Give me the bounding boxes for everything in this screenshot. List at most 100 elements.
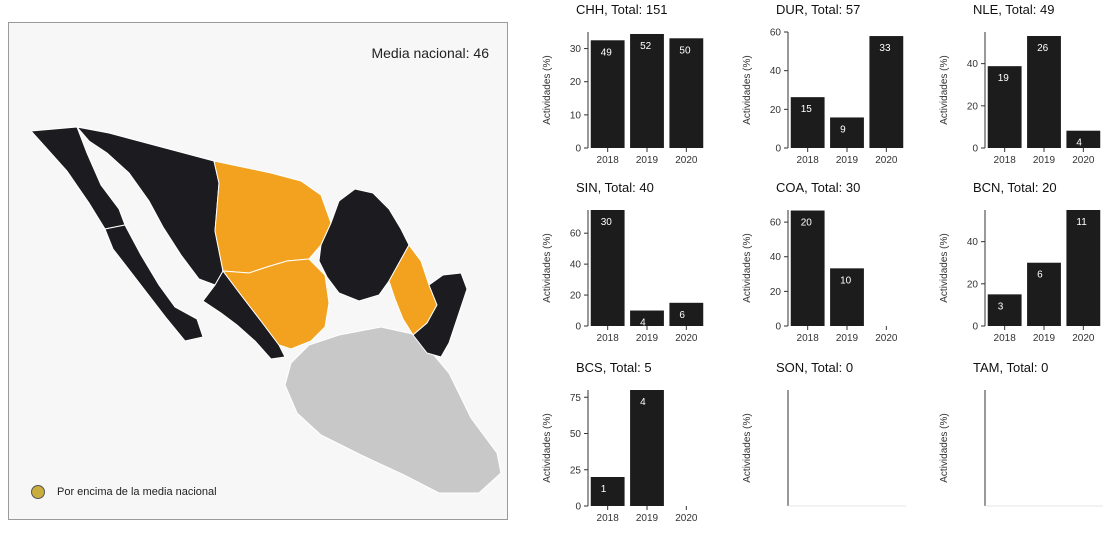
x-tick-label: 2019 [636, 513, 659, 524]
bar-label: 20 [801, 218, 813, 229]
bar [630, 390, 664, 506]
chart-svg: Actividades (%) 0 20 40 60 20 2018 10 2019 2020 [742, 210, 898, 344]
bar [1066, 130, 1101, 148]
bar [790, 97, 825, 148]
x-tick-label: 2019 [636, 155, 659, 166]
chart-title: DUR, Total: 57 [776, 2, 861, 17]
chart-tam: TAM, Total: 0 Actividades (%) [933, 360, 1113, 530]
chart-svg: Actividades (%) 0 20 40 3 2018 6 2019 11 2020 [939, 210, 1101, 344]
bar-label: 1 [601, 484, 607, 495]
y-axis-label: Actividades (%) [742, 413, 753, 482]
bar [987, 294, 1022, 326]
x-tick-label: 2020 [875, 155, 898, 166]
chart-svg: Actividades (%) 0 25 50 75 1 2018 4 2019 2020 [542, 390, 698, 524]
bar [830, 117, 864, 148]
bar-label: 11 [1076, 217, 1087, 228]
chart-sin: SIN, Total: 40 Actividades (%) 0 20 40 60 30 2… [536, 180, 716, 350]
bar [669, 302, 704, 326]
y-axis-label: Actividades (%) [939, 55, 950, 124]
bar-label: 49 [601, 47, 613, 58]
chart-title: SON, Total: 0 [776, 360, 854, 375]
x-tick-label: 2018 [597, 333, 620, 344]
x-tick-label: 2018 [597, 513, 620, 524]
y-tick-label: 20 [967, 101, 979, 112]
x-tick-label: 2019 [636, 333, 659, 344]
y-tick-label: 50 [570, 429, 582, 440]
y-tick-label: 10 [570, 110, 582, 121]
y-tick-label: 0 [775, 322, 781, 333]
bar-label: 9 [840, 124, 846, 135]
y-tick-label: 20 [967, 279, 979, 290]
x-tick-label: 2020 [1072, 155, 1095, 166]
y-tick-label: 60 [770, 28, 782, 39]
chart-title: SIN, Total: 40 [576, 180, 654, 195]
national-mean-label: Media nacional: 46 [371, 45, 489, 61]
bar [590, 477, 625, 506]
bar-label: 6 [679, 310, 685, 321]
chart-bcs: BCS, Total: 5 Actividades (%) 0 25 50 75 1 201… [536, 360, 716, 530]
mexico-map [29, 126, 502, 494]
x-tick-label: 2020 [675, 155, 698, 166]
chart-title: CHH, Total: 151 [576, 2, 668, 17]
x-tick-label: 2019 [836, 333, 859, 344]
y-tick-label: 20 [770, 105, 782, 116]
map-state-chh [213, 160, 332, 274]
y-tick-label: 0 [575, 502, 581, 513]
legend-label: Por encima de la media nacional [57, 486, 217, 498]
map-state-bcs [104, 224, 204, 342]
bar-label: 3 [998, 301, 1004, 312]
y-tick-label: 0 [972, 322, 978, 333]
chart-svg: Actividades (%) [939, 390, 1103, 507]
x-tick-label: 2018 [797, 155, 820, 166]
bar [790, 210, 825, 326]
y-tick-label: 60 [770, 218, 782, 229]
bar-label: 4 [640, 318, 646, 329]
bar [987, 66, 1022, 148]
y-tick-label: 0 [972, 144, 978, 155]
bar [1066, 210, 1101, 326]
x-tick-label: 2020 [1072, 333, 1095, 344]
chart-svg: Actividades (%) 0 20 40 60 30 2018 4 2019 6 2020 [542, 210, 704, 344]
y-axis-label: Actividades (%) [542, 233, 553, 302]
bar-label: 33 [879, 43, 891, 54]
y-tick-label: 0 [575, 322, 581, 333]
bar [830, 268, 864, 326]
bar [669, 38, 704, 148]
y-axis-label: Actividades (%) [542, 55, 553, 124]
x-tick-label: 2019 [1033, 155, 1056, 166]
chart-coa: COA, Total: 30 Actividades (%) 0 20 40 60 20 2… [736, 180, 916, 350]
y-axis-label: Actividades (%) [542, 413, 553, 482]
map-panel: Media nacional: 46 Por encima de la medi… [8, 22, 508, 520]
chart-son: SON, Total: 0 Actividades (%) [736, 360, 916, 530]
bar-label: 26 [1037, 43, 1049, 54]
legend-swatch [31, 485, 45, 499]
bar-label: 50 [679, 45, 691, 56]
y-tick-label: 20 [770, 287, 782, 298]
y-tick-label: 40 [570, 260, 582, 271]
chart-title: COA, Total: 30 [776, 180, 861, 195]
y-tick-label: 40 [770, 252, 782, 263]
chart-bcn: BCN, Total: 20 Actividades (%) 0 20 40 3 2018… [933, 180, 1113, 350]
map-legend: Por encima de la media nacional [31, 485, 217, 499]
bar-label: 6 [1037, 270, 1043, 281]
x-tick-label: 2018 [994, 333, 1017, 344]
y-tick-label: 25 [570, 465, 582, 476]
x-tick-label: 2020 [675, 513, 698, 524]
bar-label: 19 [998, 73, 1010, 84]
bar-label: 52 [640, 41, 652, 52]
bar [869, 36, 904, 148]
bar [630, 310, 664, 326]
bar [630, 33, 664, 148]
y-tick-label: 40 [770, 66, 782, 77]
x-tick-label: 2019 [836, 155, 859, 166]
x-tick-label: 2018 [597, 155, 620, 166]
chart-title: TAM, Total: 0 [973, 360, 1049, 375]
map-state-dur [221, 258, 330, 350]
y-axis-label: Actividades (%) [939, 413, 950, 482]
bar-label: 15 [801, 104, 813, 115]
map-region-south [284, 326, 502, 494]
chart-nle: NLE, Total: 49 Actividades (%) 0 20 40 19 201… [933, 2, 1113, 172]
y-tick-label: 30 [570, 44, 582, 55]
chart-svg: Actividades (%) [742, 390, 906, 507]
bar-label: 30 [601, 217, 613, 228]
